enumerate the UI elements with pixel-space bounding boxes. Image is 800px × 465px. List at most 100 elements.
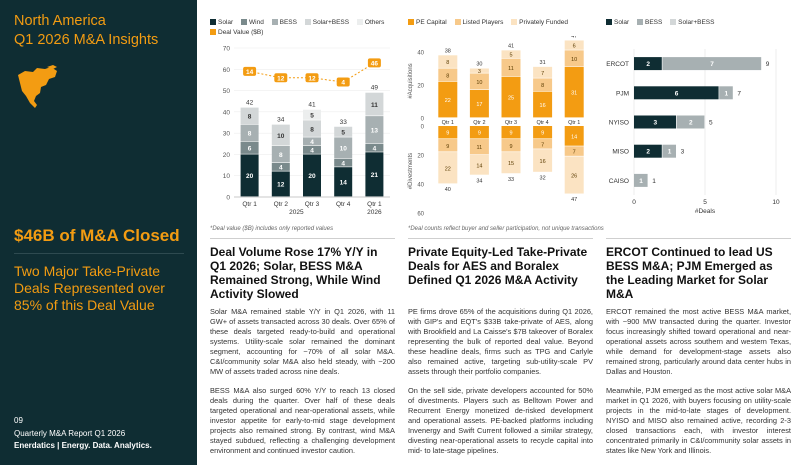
bar-value-label: 7 [541, 71, 544, 77]
article3-body: ERCOT remained the most active BESS M&A … [606, 307, 791, 465]
x-axis-label: #Deals [695, 208, 716, 215]
bar-segment [564, 146, 584, 156]
bar-segment [662, 57, 762, 71]
y-tick-label: 50 [223, 88, 231, 95]
x-tick-label: Qtr 4 [336, 201, 351, 208]
bar-segment [438, 68, 458, 82]
bar-segment [719, 86, 733, 100]
bar-segment [271, 162, 290, 171]
bar-total-label: 38 [445, 48, 451, 54]
year-label: 2025 [289, 209, 304, 216]
bar-value-label: 8 [248, 131, 252, 138]
bar-total-label: 31 [540, 60, 546, 66]
x-tick-label: Qtr 2 [274, 201, 289, 208]
bar-value-label: 3 [478, 69, 481, 75]
bar-segment [564, 40, 584, 50]
y-tick-label: 0 [421, 117, 425, 123]
bar-value-label: 3 [653, 120, 657, 127]
deal-value-marker [274, 73, 288, 83]
bar-segment [334, 126, 353, 137]
legend-swatch [454, 19, 461, 25]
column-rule [606, 238, 791, 239]
bar-total-label: 34 [476, 178, 482, 184]
bar-segment [469, 155, 489, 175]
x-tick-label: 10 [772, 199, 780, 206]
bar-segment [634, 86, 719, 100]
bar-value-label: 1 [639, 178, 643, 185]
legend-label: Solar+BESS [678, 19, 715, 26]
bar-value-label: 11 [371, 102, 378, 109]
legend-solar: Solar [210, 18, 233, 28]
deal-volume-chart: 0 10 20 30 40 50 60 70 20 6 8 8 42 Qtr 1 12 4 8 10 34 Qtr 2… [223, 46, 390, 216]
legend-label: BESS [279, 19, 297, 26]
legend-swatch [670, 19, 677, 25]
sidebar-divider [14, 253, 184, 254]
chart1-legend: Solar Wind BESS Solar+BESS Others Deal V… [210, 18, 395, 38]
deal-value-marker [367, 58, 381, 68]
bar-segment [533, 66, 553, 78]
deal-value-marker [336, 77, 350, 87]
x-tick-label: 5 [703, 199, 707, 206]
bar-segment [240, 141, 259, 154]
x-tick-label: Qtr 3 [505, 120, 517, 126]
page-number: 09 [14, 416, 23, 425]
bar-value-label: 9 [509, 131, 512, 137]
bar-segment [564, 126, 584, 146]
report-title: North America Q1 2026 M&A Insights [14, 12, 158, 50]
article1-body: Solar M&A remained stable Y/Y in Q1 2026… [210, 307, 395, 465]
bar-value-label: 2 [689, 120, 693, 127]
bar-total-label: 40 [445, 187, 451, 193]
y-tick-label: 20 [223, 152, 231, 159]
legend-swatch [210, 19, 216, 25]
bar-segment [634, 173, 648, 187]
bar-value-label: 25 [508, 96, 514, 102]
chart2-note: *Deal counts reflect buyer and seller pa… [408, 226, 604, 232]
bar-value-label: 6 [573, 44, 576, 50]
bar-segment [365, 143, 384, 152]
x-tick-label: Qtr 2 [473, 120, 485, 126]
legend-solar-bess: Solar+BESS [670, 18, 714, 28]
x-tick-label: Qtr 4 [536, 120, 548, 126]
bar-value-label: 17 [476, 102, 482, 108]
legend-pe-capital: PE Capital [408, 18, 447, 28]
bar-value-label: 7 [710, 61, 714, 68]
y-tick-label: 60 [223, 67, 231, 74]
article2-heading: Private Equity-Led Take-Private Deals fo… [408, 245, 588, 287]
bar-segment [303, 109, 321, 120]
bar-segment [533, 91, 553, 118]
legend-label: Solar [614, 19, 630, 26]
y-tick-label: 40 [417, 183, 424, 189]
chart1-note: *Deal value ($B) includes only reported … [210, 226, 334, 232]
bar-segment [438, 152, 458, 184]
bar-segment [438, 139, 458, 152]
bar-segment [533, 126, 553, 139]
subheadline-line-1: Two Major Take-Private [14, 263, 161, 279]
category-label: CAISO [609, 178, 629, 185]
bar-segment [469, 126, 489, 139]
bar-value-label: 4 [310, 148, 314, 155]
article2-body: PE firms drove 65% of the acquisitions d… [408, 307, 593, 465]
legend-label: Wind [249, 19, 264, 26]
bar-total-label: 1 [652, 178, 656, 185]
bar-segment [564, 50, 584, 67]
y-tick-label: 0 [421, 125, 425, 131]
bar-value-label: 2 [646, 61, 650, 68]
deal-value-label: 12 [308, 75, 316, 82]
column-rule [408, 238, 593, 239]
bar-value-label: 26 [571, 174, 577, 180]
bar-value-label: 5 [509, 53, 512, 59]
bar-segment [634, 144, 662, 158]
bar-segment [271, 145, 290, 163]
bar-value-label: 20 [246, 173, 254, 180]
y-tick-label: 70 [223, 46, 231, 53]
legend-swatch [241, 19, 247, 25]
category-label: ERCOT [606, 61, 629, 68]
y-tick-label: 30 [223, 131, 231, 138]
bar-segment [634, 115, 676, 129]
bar-segment [501, 139, 521, 152]
x-tick-label: Qtr 1 [442, 120, 454, 126]
bar-value-label: 10 [277, 133, 285, 140]
bar-segment [365, 152, 384, 197]
x-tick-label: Qtr 1 [367, 201, 382, 208]
bar-value-label: 8 [446, 60, 449, 66]
